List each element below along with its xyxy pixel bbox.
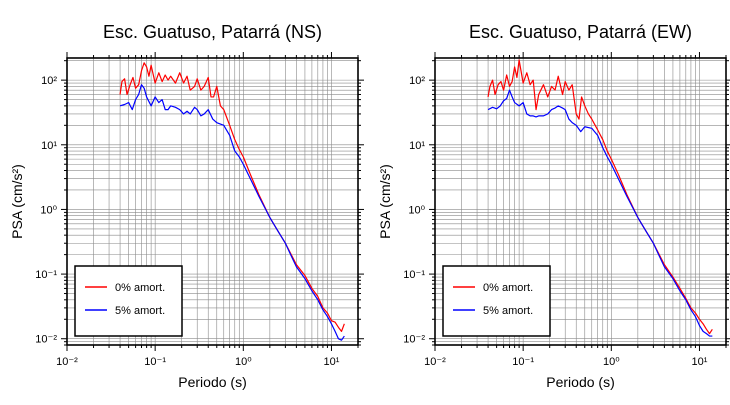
y-axis-label: PSA (cm/s²) xyxy=(9,164,25,239)
legend-label-1: 0% amort. xyxy=(115,282,165,294)
x-axis: 10⁻² 10⁻¹ 10⁰ 10¹ xyxy=(56,52,359,368)
chart-panel-2: 10⁻² 10⁻¹ 10⁰ 10¹ 10⁻² 10⁻¹ 10⁰ 10¹ 10² Esc. Guat… xyxy=(377,22,730,390)
chart-title: Esc. Guatuso, Patarrá (NS) xyxy=(103,22,322,42)
y-tick-label: 10¹ xyxy=(409,140,425,152)
y-axis: 10⁻² 10⁻¹ 10⁰ 10¹ 10² xyxy=(403,60,730,346)
y-tick-label: 10¹ xyxy=(41,140,57,152)
y-axis-label: PSA (cm/s²) xyxy=(377,164,393,239)
x-axis: 10⁻² 10⁻¹ 10⁰ 10¹ xyxy=(424,52,727,368)
series-group xyxy=(119,62,345,341)
grid xyxy=(435,58,726,345)
series-group xyxy=(487,59,713,337)
x-tick-label: 10⁻² xyxy=(424,356,446,368)
y-tick-label: 10⁻² xyxy=(403,334,425,346)
y-tick-label: 10² xyxy=(409,75,425,87)
y-tick-label: 10⁻² xyxy=(35,334,57,346)
y-tick-label: 10⁻¹ xyxy=(403,269,425,281)
series-line-blue xyxy=(487,89,713,337)
chart-panel-1: 10⁻² 10⁻¹ 10⁰ 10¹ 10⁻² 10⁻¹ 10⁰ 10¹ 10² Esc. Guat… xyxy=(9,22,364,390)
legend-label-2: 5% amort. xyxy=(115,305,165,317)
plot-frame xyxy=(434,57,727,346)
x-tick-label: 10¹ xyxy=(324,356,340,368)
legend: 0% amort. 5% amort. xyxy=(74,265,183,337)
x-tick-label: 10⁻² xyxy=(56,356,78,368)
y-tick-label: 10² xyxy=(41,75,57,87)
y-tick-label: 10⁰ xyxy=(408,204,425,216)
legend-label-1: 0% amort. xyxy=(483,282,533,294)
y-axis: 10⁻² 10⁻¹ 10⁰ 10¹ 10² xyxy=(35,60,364,346)
y-tick-label: 10⁰ xyxy=(40,204,57,216)
legend-box xyxy=(442,265,551,337)
legend-box xyxy=(74,265,183,337)
x-tick-label: 10⁰ xyxy=(603,356,620,368)
y-tick-label: 10⁻¹ xyxy=(35,269,57,281)
chart-title: Esc. Guatuso, Patarrá (EW) xyxy=(469,22,692,42)
grid xyxy=(67,58,358,345)
series-line-red xyxy=(487,59,713,335)
series-line-blue xyxy=(119,84,345,341)
x-tick-label: 10¹ xyxy=(692,356,708,368)
legend-label-2: 5% amort. xyxy=(483,305,533,317)
x-tick-label: 10⁻¹ xyxy=(512,356,534,368)
series-line-red xyxy=(119,62,345,332)
x-tick-label: 10⁻¹ xyxy=(144,356,166,368)
plot-frame xyxy=(66,57,359,346)
legend: 0% amort. 5% amort. xyxy=(442,265,551,337)
x-axis-label: Periodo (s) xyxy=(178,374,246,390)
x-tick-label: 10⁰ xyxy=(235,356,252,368)
x-axis-label: Periodo (s) xyxy=(546,374,614,390)
